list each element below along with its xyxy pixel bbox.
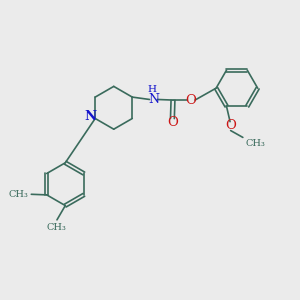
Text: O: O (225, 119, 236, 132)
Text: O: O (167, 116, 178, 129)
Text: CH₃: CH₃ (46, 224, 66, 232)
Text: N: N (85, 110, 97, 123)
Text: CH₃: CH₃ (8, 190, 28, 199)
Text: O: O (185, 94, 196, 106)
Text: N: N (148, 93, 159, 106)
Text: CH₃: CH₃ (246, 140, 266, 148)
Text: H: H (148, 85, 157, 94)
